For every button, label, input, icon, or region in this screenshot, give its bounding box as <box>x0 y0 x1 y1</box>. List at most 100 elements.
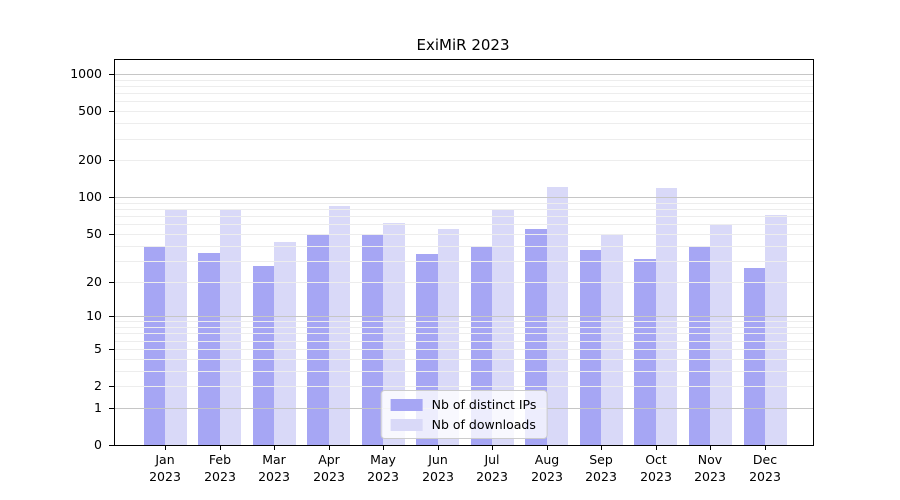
x-tick-label: Apr 2023 <box>294 451 364 485</box>
legend-swatch-downloads <box>390 418 423 431</box>
x-tick-mark <box>220 446 221 450</box>
minor-gridline <box>115 86 813 87</box>
bar-downloads-may <box>383 223 405 445</box>
x-tick-month: Sep <box>589 452 613 467</box>
bar-downloads-sep <box>601 233 623 445</box>
x-tick-mark <box>383 446 384 450</box>
x-tick-year: 2023 <box>640 469 672 484</box>
bar-ips-apr <box>307 234 329 445</box>
x-tick-mark <box>710 446 711 450</box>
x-tick-year: 2023 <box>694 469 726 484</box>
plot-area: Nb of distinct IPs Nb of downloads <box>114 59 814 446</box>
major-gridline <box>115 74 813 75</box>
x-tick-label: Aug 2023 <box>512 451 582 485</box>
x-tick-year: 2023 <box>531 469 563 484</box>
x-tick-month: Dec <box>752 452 778 467</box>
bar-downloads-jan <box>165 209 187 445</box>
x-tick-mark <box>656 446 657 450</box>
x-tick-label: Oct 2023 <box>621 451 691 485</box>
y-tick-label: 10 <box>86 308 102 323</box>
x-tick-mark <box>438 446 439 450</box>
x-tick-mark <box>547 446 548 450</box>
y-tick-mark <box>109 349 114 350</box>
bar-downloads-dec <box>765 214 787 445</box>
x-tick-month: May <box>370 452 396 467</box>
y-tick-mark <box>109 74 114 75</box>
bar-ips-dec <box>743 268 765 445</box>
x-tick-label: Dec 2023 <box>730 451 800 485</box>
x-tick-mark <box>274 446 275 450</box>
x-tick-month: Jul <box>484 452 500 467</box>
bar-ips-oct <box>634 258 656 445</box>
y-tick-label: 50 <box>86 226 102 241</box>
minor-gridline <box>115 160 813 161</box>
major-gridline <box>115 197 813 198</box>
x-tick-year: 2023 <box>476 469 508 484</box>
x-tick-year: 2023 <box>149 469 181 484</box>
minor-gridline <box>115 101 813 102</box>
y-tick-mark <box>109 160 114 161</box>
x-tick-mark <box>165 446 166 450</box>
legend-label-distinct-ips: Nb of distinct IPs <box>431 397 537 412</box>
x-tick-label: Jul 2023 <box>457 451 527 485</box>
y-tick-mark <box>109 408 114 409</box>
x-tick-label: Mar 2023 <box>239 451 309 485</box>
x-tick-mark <box>601 446 602 450</box>
legend-label-downloads: Nb of downloads <box>431 417 536 432</box>
bar-downloads-nov <box>710 225 732 445</box>
x-tick-year: 2023 <box>313 469 345 484</box>
legend-swatch-distinct-ips <box>390 398 423 411</box>
y-tick-mark <box>109 316 114 317</box>
bar-downloads-apr <box>328 206 351 445</box>
y-tick-mark <box>109 282 114 283</box>
y-tick-mark <box>109 111 114 112</box>
legend-item-distinct-ips: Nb of distinct IPs <box>390 397 537 412</box>
bar-downloads-feb <box>219 209 242 445</box>
bar-ips-mar <box>252 266 275 445</box>
x-tick-year: 2023 <box>204 469 236 484</box>
x-tick-year: 2023 <box>258 469 290 484</box>
bar-ips-sep <box>579 249 602 445</box>
x-tick-mark <box>765 446 766 450</box>
y-tick-label: 0 <box>94 437 102 452</box>
x-tick-month: Feb <box>208 452 232 467</box>
y-tick-mark <box>109 386 114 387</box>
bar-downloads-mar <box>274 241 296 445</box>
legend: Nb of distinct IPs Nb of downloads <box>380 390 548 439</box>
y-tick-label: 500 <box>78 103 102 118</box>
minor-gridline <box>115 203 813 204</box>
x-tick-label: Jan 2023 <box>130 451 200 485</box>
x-tick-month: Jun <box>428 452 448 467</box>
x-tick-label: May 2023 <box>348 451 418 485</box>
minor-gridline <box>115 139 813 140</box>
y-tick-label: 1 <box>94 400 102 415</box>
y-tick-mark <box>109 234 114 235</box>
x-tick-label: Feb 2023 <box>185 451 255 485</box>
x-tick-label: Sep 2023 <box>566 451 636 485</box>
minor-gridline <box>115 111 813 112</box>
x-tick-month: Mar <box>262 452 286 467</box>
x-tick-month: Nov <box>697 452 723 467</box>
y-tick-label: 1000 <box>70 66 102 81</box>
y-tick-label: 20 <box>86 274 102 289</box>
x-tick-month: Apr <box>318 452 340 467</box>
x-tick-year: 2023 <box>749 469 781 484</box>
x-tick-month: Oct <box>645 452 667 467</box>
bar-ips-jan <box>143 246 165 445</box>
bar-downloads-oct <box>655 188 678 445</box>
y-tick-label: 100 <box>78 189 102 204</box>
x-tick-label: Jun 2023 <box>403 451 473 485</box>
y-tick-mark <box>109 197 114 198</box>
y-tick-mark <box>109 445 114 446</box>
minor-gridline <box>115 80 813 81</box>
x-tick-year: 2023 <box>367 469 399 484</box>
x-tick-month: Jan <box>155 452 175 467</box>
x-tick-label: Nov 2023 <box>675 451 745 485</box>
x-tick-month: Aug <box>534 452 560 467</box>
bar-ips-feb <box>198 252 220 445</box>
x-tick-mark <box>329 446 330 450</box>
legend-item-downloads: Nb of downloads <box>390 417 537 432</box>
bar-downloads-aug <box>546 187 569 445</box>
chart-title: ExiMiR 2023 <box>416 36 510 54</box>
